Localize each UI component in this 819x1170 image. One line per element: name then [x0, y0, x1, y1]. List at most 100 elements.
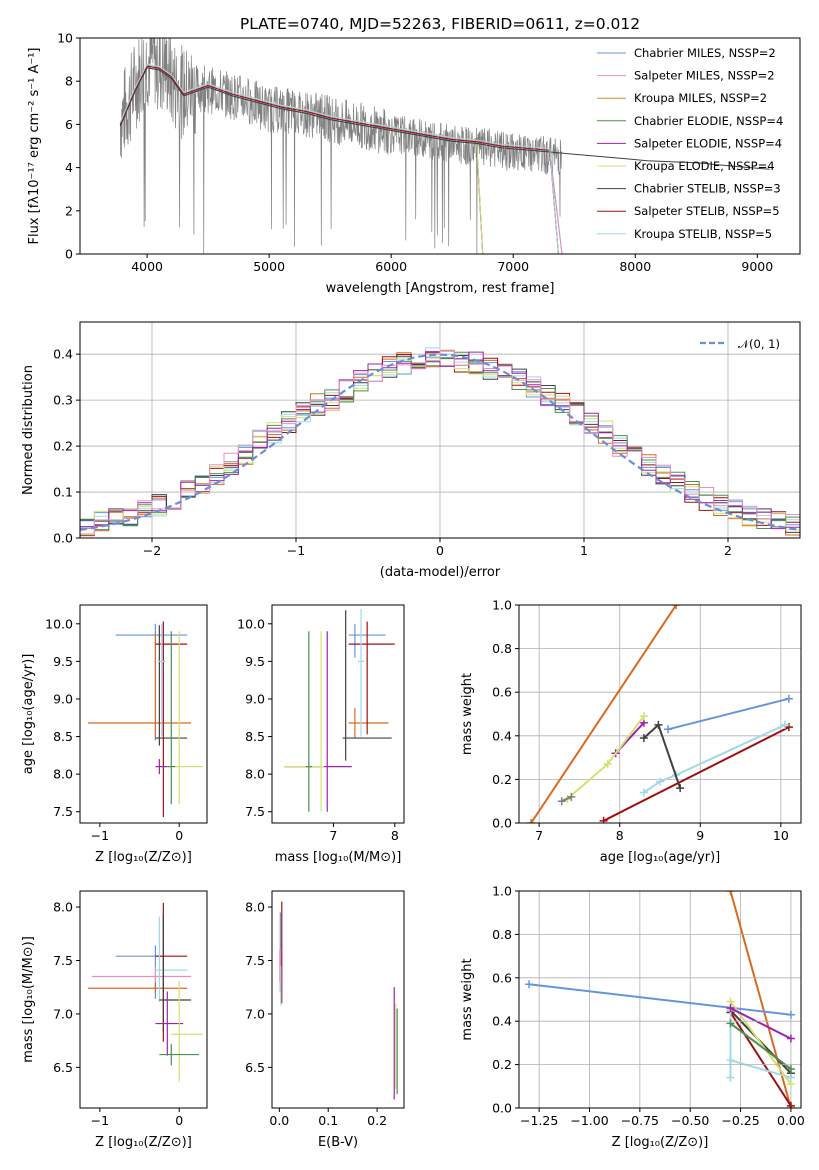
y-tick-label: 0.2: [492, 1057, 512, 1072]
y-tick-label: 7.0: [245, 1006, 265, 1021]
x-tick-label: −1.00: [570, 1113, 608, 1128]
data-point: [654, 720, 663, 729]
y-tick-label: 0.3: [53, 393, 73, 408]
data-point: [639, 733, 648, 742]
plot-area: [284, 608, 395, 812]
x-axis-label: mass [log₁₀(M/M⊙)]: [275, 850, 402, 865]
x-axis-label: (data-model)/error: [380, 565, 501, 580]
plot-area: [119, 38, 770, 254]
y-tick-label: 0.4: [53, 347, 73, 362]
data-point: [672, 605, 681, 609]
data-point: [599, 816, 608, 823]
data-point: [784, 723, 793, 732]
chart-residuals: 𝒩(0, 1) −2 −1 0 1 2 0.0 0.1 0.2 0.3 0.4 (data-model…: [21, 321, 801, 580]
y-tick-label: 8.0: [53, 900, 73, 915]
data-point: [557, 797, 566, 806]
data-point: [527, 819, 536, 823]
y-tick-label: 0: [65, 247, 73, 262]
plot-area: [519, 891, 801, 1108]
y-tick-label: 10.0: [237, 616, 265, 631]
x-tick-label: 0: [175, 828, 183, 843]
legend-entry: Salpeter ELODIE, NSSP=4: [634, 136, 782, 150]
y-tick-label: 6.5: [53, 1060, 73, 1075]
x-tick-label: −2: [143, 543, 161, 558]
x-tick-label: 9: [696, 828, 704, 843]
data-point: [664, 725, 673, 734]
y-tick-label: 0.0: [492, 816, 512, 831]
legend-entry: Salpeter STELIB, NSSP=5: [634, 204, 780, 218]
x-tick-label: 0: [175, 1113, 183, 1128]
plot-area: [80, 347, 800, 537]
x-tick-label: 0.0: [269, 1113, 289, 1128]
y-tick-label: 10.0: [45, 616, 73, 631]
x-tick-label: −0.25: [721, 1113, 759, 1128]
x-axis-label: age [log₁₀(age/yr)]: [600, 850, 721, 865]
plot-area: [279, 901, 398, 1100]
y-tick-label: 7.5: [53, 804, 73, 819]
plot-area: [527, 605, 793, 823]
y-tick-label: 1.0: [492, 884, 512, 899]
histogram-step: [80, 350, 800, 535]
x-tick-label: 2: [724, 543, 732, 558]
legend-entry: Salpeter MILES, NSSP=2: [634, 69, 775, 83]
y-tick-label: 8.0: [53, 767, 73, 782]
x-axis-label: wavelength [Angstrom, rest frame]: [326, 281, 555, 296]
x-tick-label: 0.1: [318, 1113, 338, 1128]
y-tick-label: 9.0: [53, 691, 73, 706]
x-tick-label: 4000: [131, 259, 163, 274]
series-line: [528, 983, 792, 1016]
legend: Chabrier MILES, NSSP=2 Salpeter MILES, NS…: [597, 46, 783, 241]
data-point: [676, 784, 685, 793]
data-point: [525, 980, 534, 989]
y-axis-label: mass weight: [460, 958, 475, 1040]
y-tick-label: 0.2: [492, 772, 512, 787]
axes-frame: [518, 890, 802, 1109]
x-tick-label: 0.2: [367, 1113, 387, 1128]
y-axis-label: age [log₁₀(age/yr)]: [21, 654, 36, 775]
x-tick-label: 8: [616, 828, 624, 843]
y-tick-label: 0.6: [492, 970, 512, 985]
x-tick-label: −1: [91, 828, 109, 843]
data-point: [726, 891, 735, 895]
y-tick-label: 0.0: [53, 531, 73, 546]
x-tick-label: 7: [329, 828, 337, 843]
y-tick-label: 10: [57, 31, 73, 46]
data-point: [639, 712, 648, 721]
x-axis-label: E(B-V): [318, 1135, 358, 1150]
axes-frame: [518, 604, 802, 824]
x-axis-label: Z [log₁₀(Z/Z⊙)]: [612, 1135, 709, 1150]
series-line: [730, 1059, 792, 1079]
model-line: [119, 65, 484, 254]
series-line: [729, 1022, 792, 1070]
x-tick-label: 6000: [375, 259, 407, 274]
legend-entry: Chabrier MILES, NSSP=2: [634, 46, 776, 60]
axes-frame: [271, 604, 405, 824]
chart-spectrum: Chabrier MILES, NSSP=2 Salpeter MILES, NS…: [27, 31, 801, 296]
data-point: [786, 1101, 795, 1108]
y-tick-label: 4: [65, 160, 73, 175]
chart-mass-vs-Z: −1 0 6.5 7.0 7.5 8.0 Z [log₁₀(Z/Z⊙)] mass [log₁…: [21, 890, 208, 1150]
gaussian-curve: [80, 353, 800, 531]
x-tick-label: 7000: [497, 259, 529, 274]
data-point: [786, 1010, 795, 1019]
chart-mass-weight-vs-Z: −1.25 −1.00 −0.75 −0.50 −0.25 0.00 0.0 0.2 0.4 0.…: [460, 884, 805, 1151]
legend-entry: Chabrier STELIB, NSSP=3: [634, 182, 781, 196]
x-axis-label: Z [log₁₀(Z/Z⊙)]: [95, 1135, 192, 1150]
legend-entry: 𝒩(0, 1): [738, 337, 780, 351]
plot-area: [87, 902, 204, 1083]
y-tick-label: 0.4: [492, 728, 512, 743]
data-point: [726, 1019, 735, 1028]
plot-area: [87, 621, 204, 817]
chart-mass-vs-EBV: 0.0 0.1 0.2 6.5 7.0 7.5 8.0 E(B-V): [245, 890, 405, 1150]
series-line: [643, 723, 682, 789]
data-point: [786, 1064, 795, 1073]
x-tick-label: 7: [535, 828, 543, 843]
y-tick-label: 6: [65, 117, 73, 132]
data-point: [603, 760, 612, 769]
y-axis-label: Normed distribution: [21, 365, 36, 495]
series-line: [530, 605, 677, 823]
y-tick-label: 1.0: [492, 598, 512, 613]
data-point: [786, 1034, 795, 1043]
series-line: [643, 723, 786, 794]
